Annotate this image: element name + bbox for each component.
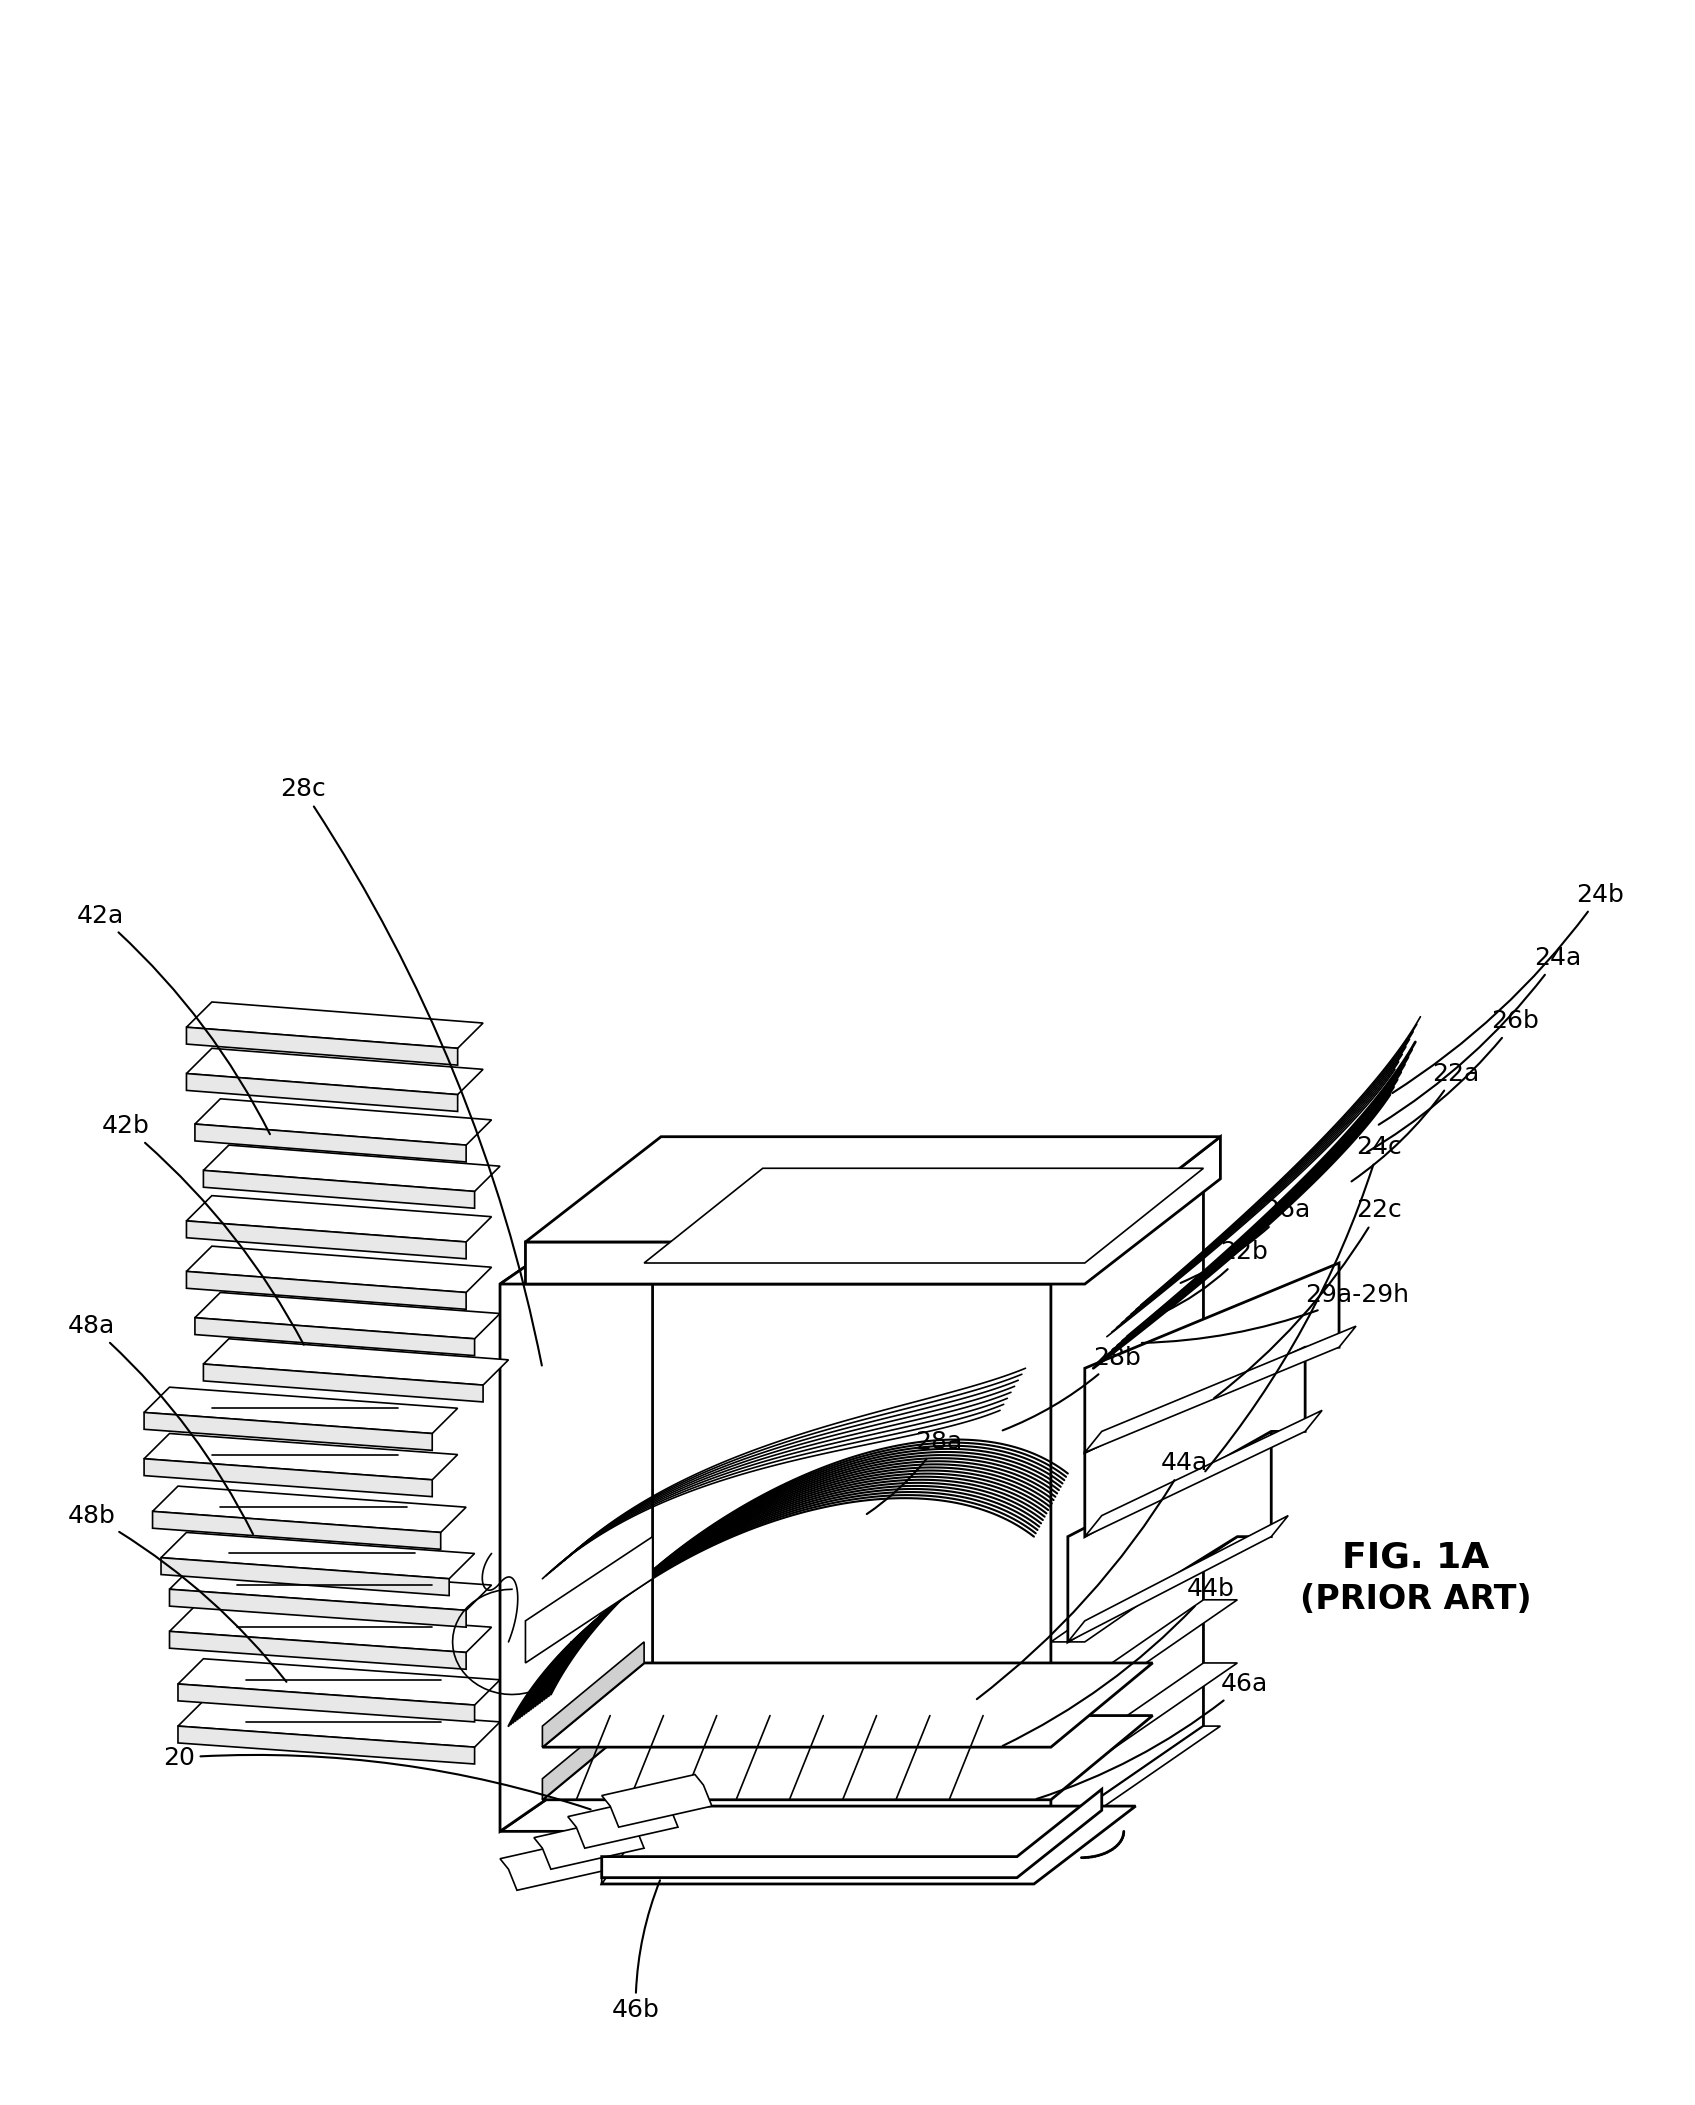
Polygon shape [1051, 1537, 1237, 1642]
Text: 46a: 46a [1037, 1671, 1268, 1800]
Polygon shape [203, 1170, 475, 1208]
Text: FIG. 1A: FIG. 1A [1342, 1541, 1488, 1575]
Polygon shape [1051, 1663, 1237, 1768]
Polygon shape [1068, 1516, 1288, 1642]
Polygon shape [203, 1339, 508, 1385]
Polygon shape [525, 1537, 653, 1663]
Polygon shape [1051, 1179, 1203, 1831]
Polygon shape [525, 1137, 1220, 1242]
Polygon shape [542, 1663, 1153, 1747]
Polygon shape [186, 1221, 466, 1259]
Text: 22c: 22c [1214, 1198, 1402, 1398]
Text: 46b: 46b [612, 1880, 659, 2023]
Text: 26a: 26a [1181, 1198, 1310, 1282]
Polygon shape [542, 1642, 644, 1747]
Polygon shape [186, 1196, 492, 1242]
Text: 48b: 48b [68, 1503, 286, 1682]
Text: 28a: 28a [866, 1429, 963, 1513]
Polygon shape [178, 1684, 475, 1722]
Polygon shape [186, 1002, 483, 1048]
Polygon shape [170, 1631, 466, 1669]
Polygon shape [144, 1434, 458, 1480]
Text: 26b: 26b [1366, 1008, 1539, 1151]
Polygon shape [644, 1168, 1203, 1263]
Polygon shape [195, 1099, 492, 1145]
Polygon shape [178, 1701, 500, 1747]
Polygon shape [1068, 1431, 1271, 1642]
Polygon shape [602, 1789, 1102, 1878]
Polygon shape [144, 1387, 458, 1434]
Text: 44a: 44a [976, 1450, 1209, 1699]
Polygon shape [186, 1048, 483, 1095]
Polygon shape [500, 1179, 1203, 1284]
Polygon shape [170, 1564, 492, 1610]
Polygon shape [602, 1806, 1136, 1884]
Polygon shape [534, 1817, 644, 1869]
Text: 42b: 42b [102, 1114, 303, 1345]
Polygon shape [161, 1558, 449, 1596]
Text: (PRIOR ART): (PRIOR ART) [1300, 1583, 1531, 1617]
Polygon shape [153, 1486, 466, 1532]
Polygon shape [1085, 1263, 1339, 1452]
Polygon shape [153, 1511, 441, 1549]
Polygon shape [542, 1695, 644, 1800]
Text: 24c: 24c [1205, 1135, 1402, 1471]
Polygon shape [568, 1796, 678, 1848]
Polygon shape [178, 1659, 500, 1705]
Polygon shape [1085, 1326, 1356, 1452]
Polygon shape [1085, 1410, 1322, 1537]
Polygon shape [144, 1412, 432, 1450]
Text: 48a: 48a [68, 1314, 253, 1535]
Polygon shape [500, 1726, 1203, 1831]
Polygon shape [1051, 1600, 1237, 1705]
Polygon shape [542, 1716, 1153, 1800]
Text: 44b: 44b [1002, 1577, 1234, 1745]
Polygon shape [186, 1271, 466, 1309]
Text: 29a-29h: 29a-29h [1142, 1282, 1409, 1343]
Text: 42a: 42a [76, 903, 270, 1135]
Polygon shape [195, 1292, 500, 1339]
Polygon shape [203, 1145, 500, 1191]
Polygon shape [500, 1838, 610, 1890]
Text: 22a: 22a [1351, 1061, 1480, 1181]
Polygon shape [1085, 1347, 1305, 1537]
Polygon shape [170, 1606, 492, 1652]
Polygon shape [602, 1775, 712, 1827]
Text: 28c: 28c [280, 777, 542, 1366]
Polygon shape [170, 1589, 466, 1627]
Text: 24a: 24a [1378, 945, 1581, 1124]
Polygon shape [203, 1364, 483, 1402]
Polygon shape [195, 1318, 475, 1356]
Polygon shape [178, 1726, 475, 1764]
Polygon shape [525, 1137, 1220, 1284]
Polygon shape [186, 1246, 492, 1292]
Polygon shape [195, 1124, 466, 1162]
Polygon shape [186, 1074, 458, 1111]
Polygon shape [144, 1459, 432, 1497]
Polygon shape [500, 1179, 653, 1831]
Text: 20: 20 [163, 1745, 590, 1810]
Polygon shape [186, 1027, 458, 1065]
Polygon shape [602, 1806, 627, 1884]
Text: 24b: 24b [1392, 882, 1624, 1092]
Text: 22b: 22b [1163, 1240, 1268, 1311]
Polygon shape [161, 1532, 475, 1579]
Polygon shape [1051, 1726, 1220, 1831]
Text: 28b: 28b [1003, 1345, 1141, 1431]
